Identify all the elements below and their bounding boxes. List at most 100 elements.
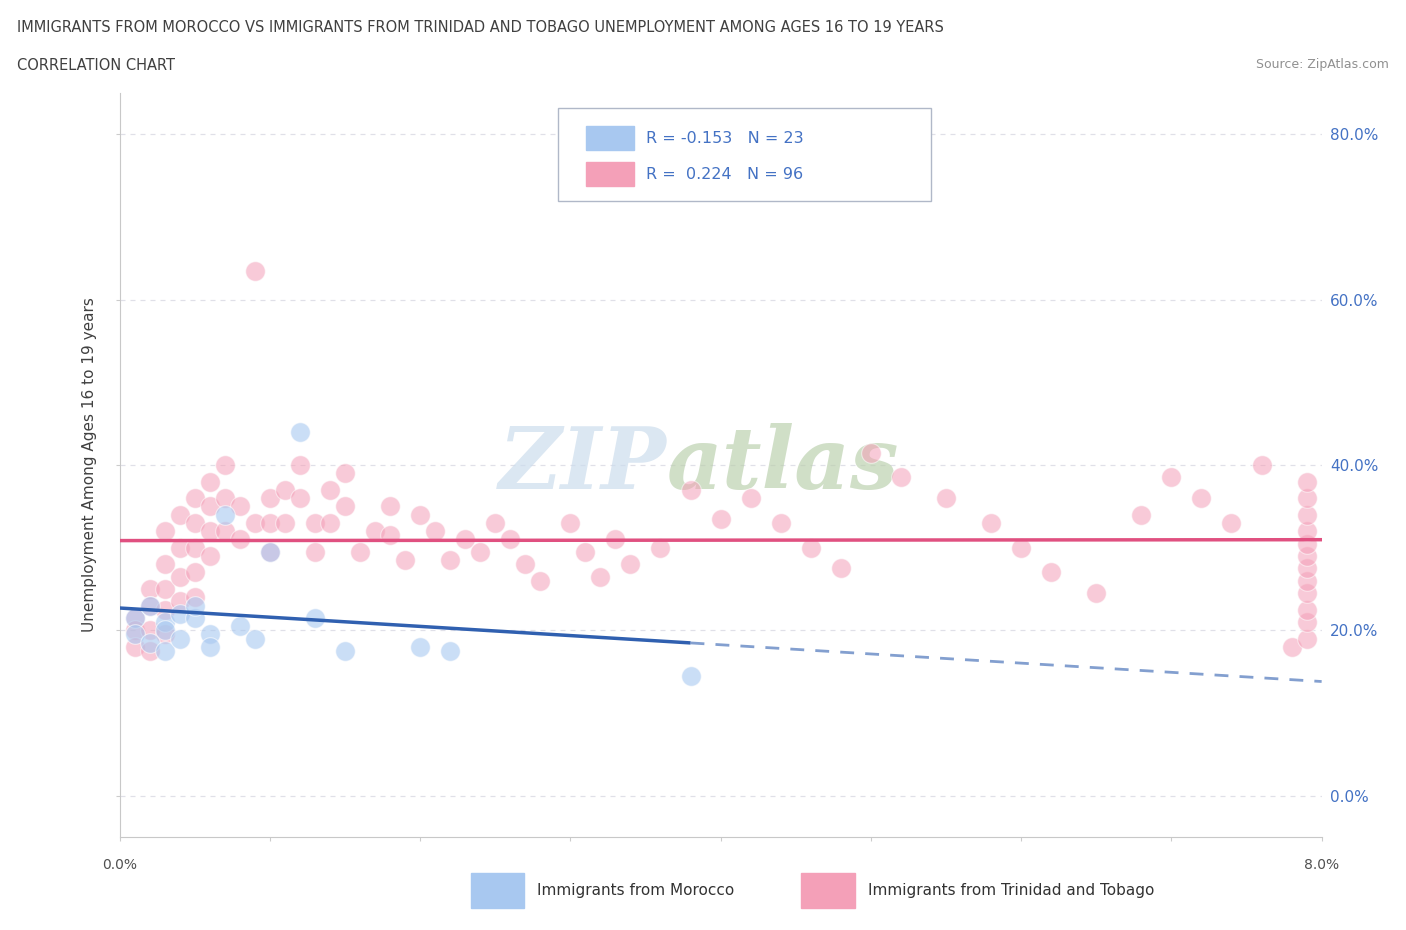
FancyBboxPatch shape — [558, 108, 931, 201]
Point — [890, 470, 912, 485]
Point — [769, 515, 792, 530]
Point — [153, 557, 176, 572]
Point — [980, 515, 1002, 530]
Point — [1085, 586, 1108, 601]
Point — [169, 540, 191, 555]
Point — [288, 458, 311, 472]
Point — [740, 491, 762, 506]
Point — [153, 581, 176, 596]
Bar — [801, 873, 855, 908]
Point — [304, 610, 326, 625]
Point — [243, 263, 266, 278]
Point — [259, 544, 281, 559]
Point — [859, 445, 882, 460]
Point — [589, 569, 612, 584]
Point — [243, 515, 266, 530]
Point — [935, 491, 957, 506]
Point — [138, 598, 160, 613]
Point — [259, 544, 281, 559]
Text: Immigrants from Morocco: Immigrants from Morocco — [537, 883, 734, 898]
Point — [1040, 565, 1063, 580]
Point — [124, 627, 146, 642]
Point — [214, 507, 236, 522]
Point — [1295, 507, 1317, 522]
Point — [304, 515, 326, 530]
Text: 8.0%: 8.0% — [1305, 857, 1339, 871]
Point — [153, 524, 176, 538]
Text: R =  0.224   N = 96: R = 0.224 N = 96 — [645, 166, 803, 181]
Point — [183, 540, 205, 555]
Point — [228, 532, 252, 547]
Point — [378, 498, 401, 513]
Point — [1160, 470, 1182, 485]
Point — [198, 524, 221, 538]
Point — [288, 491, 311, 506]
Point — [198, 498, 221, 513]
Bar — [586, 162, 634, 186]
Bar — [471, 873, 524, 908]
Point — [619, 557, 641, 572]
Bar — [586, 126, 634, 151]
Point — [1295, 491, 1317, 506]
Point — [153, 603, 176, 618]
Point — [1295, 549, 1317, 564]
Point — [333, 644, 356, 658]
Text: atlas: atlas — [666, 423, 898, 507]
Point — [124, 640, 146, 655]
Point — [138, 623, 160, 638]
Point — [124, 610, 146, 625]
Point — [349, 544, 371, 559]
Point — [124, 610, 146, 625]
Point — [1189, 491, 1212, 506]
Point — [378, 528, 401, 543]
Point — [153, 627, 176, 642]
Point — [319, 515, 342, 530]
Point — [259, 515, 281, 530]
Point — [214, 524, 236, 538]
Point — [1295, 524, 1317, 538]
Point — [138, 581, 160, 596]
Point — [499, 532, 522, 547]
Point — [243, 631, 266, 646]
Point — [183, 610, 205, 625]
Point — [1281, 640, 1303, 655]
Point — [1295, 586, 1317, 601]
Point — [830, 561, 852, 576]
Point — [409, 507, 432, 522]
Text: R = -0.153   N = 23: R = -0.153 N = 23 — [645, 131, 804, 146]
Point — [169, 569, 191, 584]
Point — [574, 544, 596, 559]
Text: CORRELATION CHART: CORRELATION CHART — [17, 58, 174, 73]
Point — [138, 644, 160, 658]
Point — [183, 515, 205, 530]
Point — [679, 483, 702, 498]
Point — [183, 491, 205, 506]
Point — [1295, 573, 1317, 588]
Point — [198, 627, 221, 642]
Point — [138, 598, 160, 613]
Point — [1295, 474, 1317, 489]
Text: IMMIGRANTS FROM MOROCCO VS IMMIGRANTS FROM TRINIDAD AND TOBAGO UNEMPLOYMENT AMON: IMMIGRANTS FROM MOROCCO VS IMMIGRANTS FR… — [17, 20, 943, 35]
Point — [364, 524, 387, 538]
Point — [605, 532, 627, 547]
Point — [650, 540, 672, 555]
Text: Immigrants from Trinidad and Tobago: Immigrants from Trinidad and Tobago — [868, 883, 1154, 898]
Point — [198, 640, 221, 655]
Point — [679, 669, 702, 684]
Point — [1130, 507, 1153, 522]
Point — [183, 598, 205, 613]
Point — [1295, 561, 1317, 576]
Text: 0.0%: 0.0% — [103, 857, 136, 871]
Point — [333, 498, 356, 513]
Point — [515, 557, 537, 572]
Point — [1295, 631, 1317, 646]
Point — [169, 631, 191, 646]
Point — [304, 544, 326, 559]
Point — [138, 635, 160, 650]
Point — [198, 474, 221, 489]
Point — [439, 644, 461, 658]
Point — [169, 507, 191, 522]
Point — [259, 491, 281, 506]
Point — [709, 512, 731, 526]
Point — [228, 498, 252, 513]
